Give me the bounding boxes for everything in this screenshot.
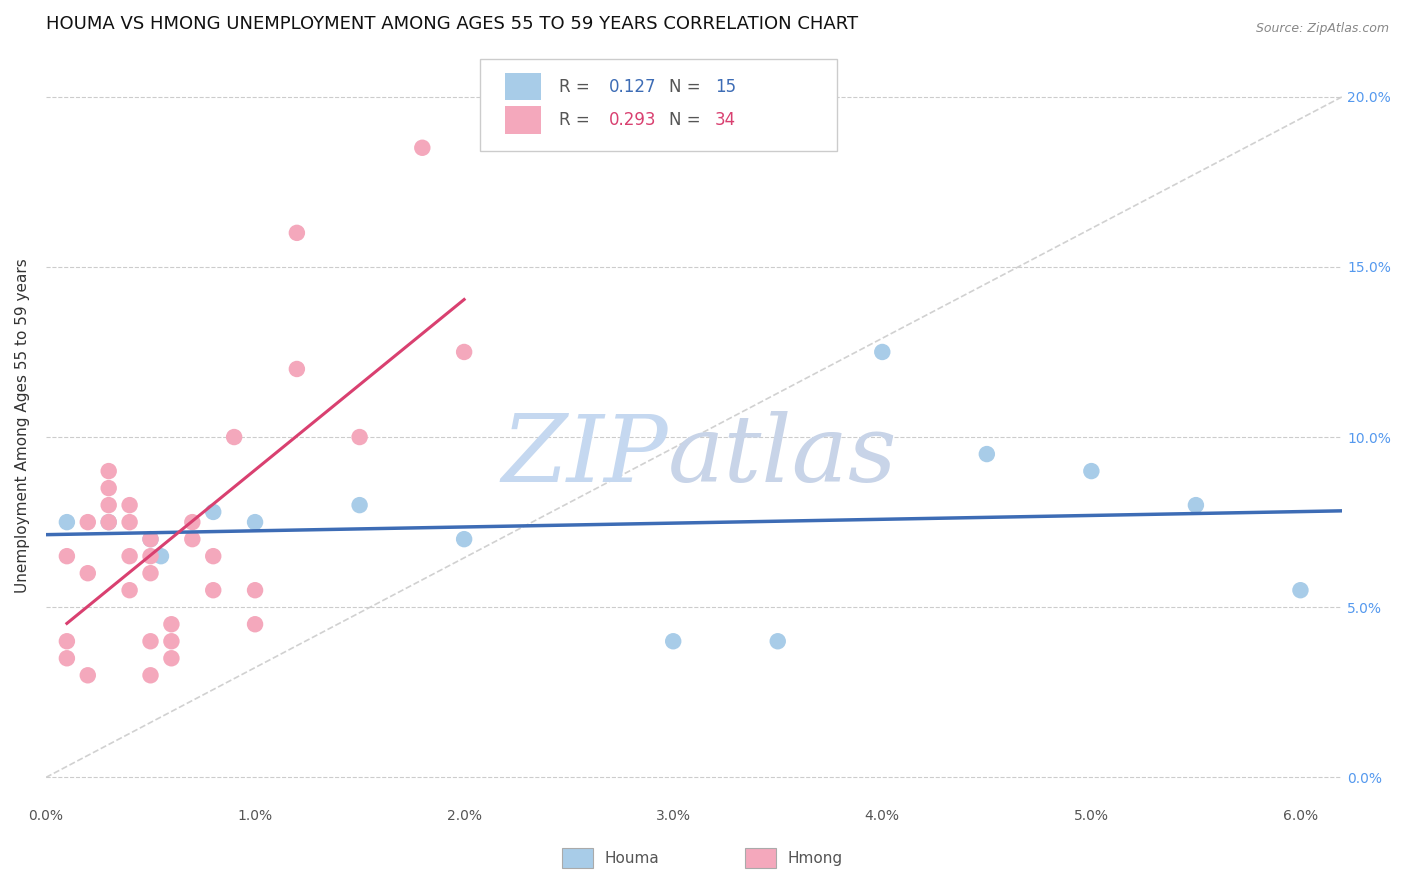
Point <box>97 481 120 495</box>
Text: 34: 34 <box>714 111 735 129</box>
Text: Hmong: Hmong <box>787 851 842 865</box>
Point <box>139 532 162 546</box>
Point <box>97 498 120 512</box>
Point <box>56 515 79 529</box>
Point <box>224 430 246 444</box>
FancyBboxPatch shape <box>481 59 837 151</box>
Point <box>76 566 98 581</box>
Point <box>139 634 162 648</box>
Point <box>181 532 204 546</box>
Text: ZIP: ZIP <box>502 410 668 500</box>
Point <box>411 141 433 155</box>
Y-axis label: Unemployment Among Ages 55 to 59 years: Unemployment Among Ages 55 to 59 years <box>15 258 30 592</box>
Point <box>453 345 475 359</box>
Text: 0.127: 0.127 <box>609 78 657 95</box>
Point <box>139 549 162 564</box>
Point <box>1080 464 1102 478</box>
Point <box>976 447 998 461</box>
Point <box>56 634 79 648</box>
Point <box>97 515 120 529</box>
Text: N =: N = <box>669 78 706 95</box>
Point <box>118 549 141 564</box>
Point <box>285 226 308 240</box>
Point <box>202 505 225 519</box>
Text: N =: N = <box>669 111 706 129</box>
Point <box>1289 583 1312 598</box>
Point <box>118 498 141 512</box>
Point <box>243 617 266 632</box>
Point <box>285 362 308 376</box>
Text: R =: R = <box>560 78 595 95</box>
Point <box>766 634 789 648</box>
Point <box>160 617 183 632</box>
Bar <box>505 106 541 134</box>
Point <box>1185 498 1208 512</box>
Point <box>56 549 79 564</box>
Point <box>139 566 162 581</box>
Point <box>349 498 371 512</box>
Point <box>662 634 685 648</box>
Point <box>139 532 162 546</box>
Text: 0.293: 0.293 <box>609 111 657 129</box>
Point <box>202 549 225 564</box>
Text: Source: ZipAtlas.com: Source: ZipAtlas.com <box>1256 22 1389 36</box>
Text: 15: 15 <box>714 78 735 95</box>
Point <box>160 651 183 665</box>
Point <box>453 532 475 546</box>
Point <box>243 583 266 598</box>
Text: HOUMA VS HMONG UNEMPLOYMENT AMONG AGES 55 TO 59 YEARS CORRELATION CHART: HOUMA VS HMONG UNEMPLOYMENT AMONG AGES 5… <box>46 15 858 33</box>
Point <box>56 651 79 665</box>
Text: Houma: Houma <box>605 851 659 865</box>
Point <box>349 430 371 444</box>
Point <box>243 515 266 529</box>
Point <box>76 515 98 529</box>
Point <box>139 668 162 682</box>
Text: R =: R = <box>560 111 595 129</box>
Point <box>97 515 120 529</box>
Point <box>149 549 172 564</box>
Text: atlas: atlas <box>668 410 897 500</box>
Point <box>118 583 141 598</box>
Bar <box>505 73 541 100</box>
Point <box>97 464 120 478</box>
Point <box>76 668 98 682</box>
Point <box>118 515 141 529</box>
Point <box>202 583 225 598</box>
Point <box>872 345 894 359</box>
Point <box>160 634 183 648</box>
Point <box>181 515 204 529</box>
